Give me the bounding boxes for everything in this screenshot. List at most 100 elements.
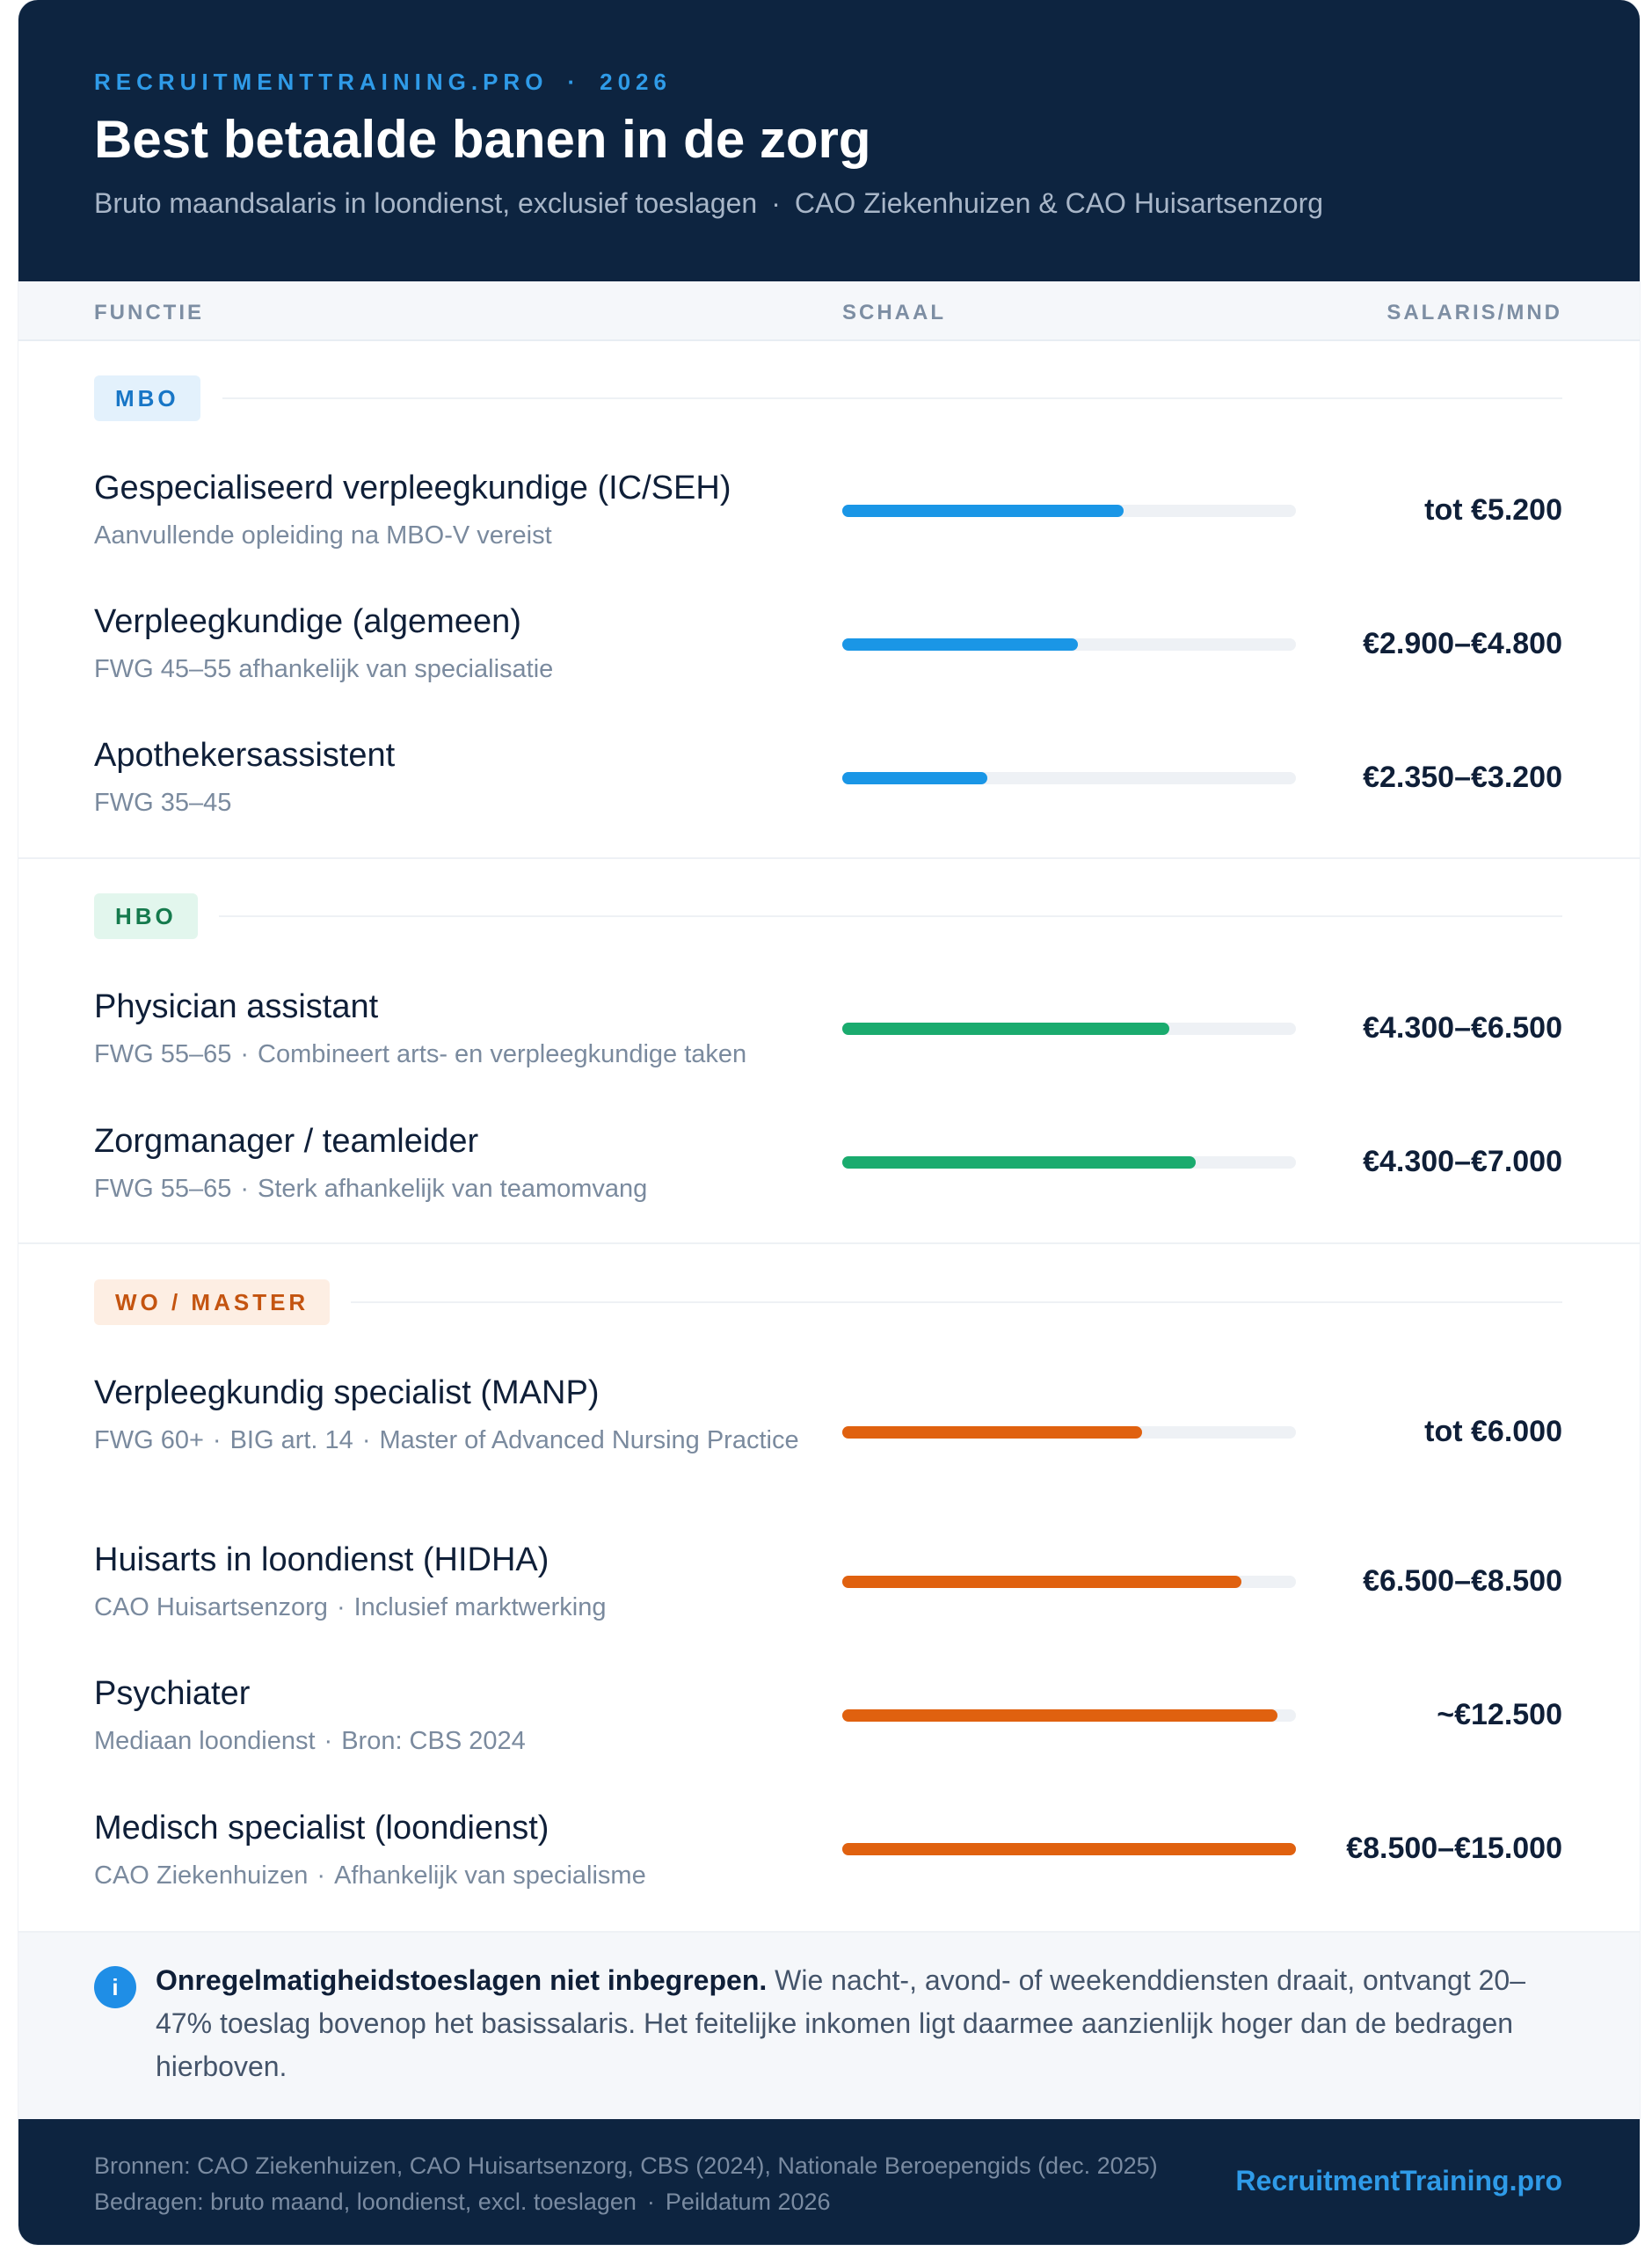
scale-track (842, 1843, 1296, 1855)
row-salary: €6.500–€8.500 (1363, 1564, 1562, 1598)
row-subtitle: FWG 60+ · BIG art. 14 · Master of Advanced N… (94, 1424, 815, 1457)
scale-track (842, 1709, 1296, 1722)
footer-separator: · (646, 2189, 655, 2215)
row-title: Gespecialiseerd verpleegkundige (IC/SEH) (94, 470, 731, 506)
subtitle-separator: · (240, 1040, 250, 1068)
subtitle-separator: · (336, 1593, 346, 1621)
section-badge-hbo: HBO (94, 893, 198, 939)
header: RECRUITMENTTRAINING.PRO · 2026 Best betaal… (18, 0, 1640, 281)
scale-track (842, 1156, 1296, 1169)
section-line (351, 1301, 1562, 1303)
footer-notes-a: Bedragen: bruto maand, loondienst, excl.… (94, 2189, 637, 2215)
scale-track (842, 638, 1296, 651)
row-title: Verpleegkundig specialist (MANP) (94, 1374, 600, 1411)
section-line (222, 397, 1562, 399)
scale-track (842, 1023, 1296, 1035)
subtitle-part: FWG 55–65 (94, 1175, 232, 1203)
subtitle-part: Combineert arts- en verpleegkundige take… (258, 1040, 747, 1068)
subtitle-part: Mediaan loondienst (94, 1727, 316, 1755)
scale-track (842, 505, 1296, 517)
scale-fill (842, 1023, 1169, 1035)
subtitle-part-a: Bruto maandsalaris in loondienst, exclus… (94, 187, 758, 219)
subtitle-part: BIG art. 14 (229, 1426, 353, 1454)
subtitle-separator: · (212, 1426, 222, 1454)
row-title: Psychiater (94, 1675, 251, 1712)
note-body: Wie nacht-, avond- of weekenddiensten dr… (156, 1964, 1526, 2082)
row-salary: €2.350–€3.200 (1363, 761, 1562, 794)
row-title: Verpleegkundige (algemeen) (94, 603, 521, 640)
scale-fill (842, 1709, 1278, 1722)
row-salary: tot €6.000 (1424, 1415, 1562, 1448)
scale-fill (842, 1156, 1197, 1169)
column-salary: SALARIS/MND (1386, 301, 1562, 324)
row-salary: ~€12.500 (1437, 1698, 1562, 1731)
subtitle-part: Afhankelijk van specialisme (334, 1861, 646, 1890)
info-note: i Onregelmatigheidstoeslagen niet inbegr… (18, 1931, 1640, 2121)
scale-fill (842, 772, 988, 784)
subtitle-part: Master of Advanced Nursing Practice (379, 1426, 799, 1454)
scale-fill (842, 638, 1079, 651)
column-header: FUNCTIE SCHAAL SALARIS/MND (18, 281, 1640, 341)
subtitle-part: Bron: CBS 2024 (341, 1727, 526, 1755)
row-subtitle: FWG 35–45 (94, 789, 232, 817)
info-icon: i (94, 1966, 136, 2008)
note-bold: Onregelmatigheidstoeslagen niet inbegrep… (156, 1964, 768, 1996)
kicker-separator: · (567, 69, 581, 95)
section-line (219, 915, 1562, 917)
page-title: Best betaalde banen in de zorg (94, 110, 871, 169)
scale-fill (842, 505, 1124, 517)
subtitle-part: FWG 60+ (94, 1426, 204, 1454)
subtitle-part: Sterk afhankelijk van teamomvang (258, 1175, 648, 1203)
row-subtitle: FWG 55–65 · Combineert arts- en verpleegku… (94, 1038, 815, 1071)
row-title: Huisarts in loondienst (HIDHA) (94, 1541, 549, 1578)
row-subtitle: FWG 45–55 afhankelijk van specialisatie (94, 655, 554, 683)
row-title: Physician assistant (94, 988, 379, 1025)
scale-fill (842, 1426, 1142, 1439)
salary-card: RECRUITMENTTRAINING.PRO · 2026 Best betaal… (18, 0, 1640, 2245)
page-subtitle: Bruto maandsalaris in loondienst, exclus… (94, 187, 1323, 220)
scale-track (842, 1576, 1296, 1588)
scale-fill (842, 1843, 1296, 1855)
row-salary: €2.900–€4.800 (1363, 627, 1562, 660)
row-title: Apothekersassistent (94, 737, 396, 774)
section-divider (18, 857, 1640, 859)
row-subtitle: Mediaan loondienst · Bron: CBS 2024 (94, 1724, 815, 1758)
footer-notes-b: Peildatum 2026 (665, 2189, 831, 2215)
column-function: FUNCTIE (94, 301, 204, 324)
row-salary: €8.500–€15.000 (1346, 1832, 1562, 1865)
note-text: Onregelmatigheidstoeslagen niet inbegrep… (156, 1959, 1562, 2088)
row-title: Medisch specialist (loondienst) (94, 1810, 549, 1847)
section-badge-wo: WO / MASTER (94, 1279, 331, 1325)
kicker-year: 2026 (600, 69, 672, 95)
subtitle-part: CAO Huisartsenzorg (94, 1593, 328, 1621)
subtitle-separator: · (317, 1861, 326, 1890)
subtitle-part: FWG 55–65 (94, 1040, 232, 1068)
scale-track (842, 1426, 1296, 1439)
column-scale: SCHAAL (842, 301, 946, 324)
section-divider (18, 1242, 1640, 1244)
subtitle-separator: · (771, 187, 781, 219)
row-subtitle: FWG 55–65 · Sterk afhankelijk van teamomva… (94, 1172, 815, 1206)
subtitle-part: CAO Ziekenhuizen (94, 1861, 309, 1890)
subtitle-part-b: CAO Ziekenhuizen & CAO Huisartsenzorg (794, 187, 1324, 219)
row-salary: tot €5.200 (1424, 493, 1562, 527)
row-subtitle: CAO Ziekenhuizen · Afhankelijk van special… (94, 1859, 815, 1892)
row-subtitle: CAO Huisartsenzorg · Inclusief marktwerkin… (94, 1591, 815, 1624)
brand-link[interactable]: RecruitmentTraining.pro (1235, 2165, 1562, 2196)
subtitle-separator: · (324, 1727, 333, 1755)
row-subtitle: Aanvullende opleiding na MBO-V vereist (94, 521, 552, 550)
footer: Bronnen: CAO Ziekenhuizen, CAO Huisartse… (18, 2119, 1640, 2245)
row-salary: €4.300–€6.500 (1363, 1011, 1562, 1045)
subtitle-separator: · (361, 1426, 371, 1454)
row-salary: €4.300–€7.000 (1363, 1145, 1562, 1178)
subtitle-part: Inclusief marktwerking (353, 1593, 607, 1621)
scale-fill (842, 1576, 1242, 1588)
footer-notes: Bedragen: bruto maand, loondienst, excl.… (94, 2189, 831, 2216)
scale-track (842, 772, 1296, 784)
row-title: Zorgmanager / teamleider (94, 1123, 479, 1160)
subtitle-separator: · (240, 1175, 250, 1203)
footer-sources: Bronnen: CAO Ziekenhuizen, CAO Huisartse… (94, 2153, 1158, 2179)
kicker-site: RECRUITMENTTRAINING.PRO (94, 69, 549, 95)
kicker: RECRUITMENTTRAINING.PRO · 2026 (94, 69, 672, 96)
section-badge-mbo: MBO (94, 375, 200, 421)
